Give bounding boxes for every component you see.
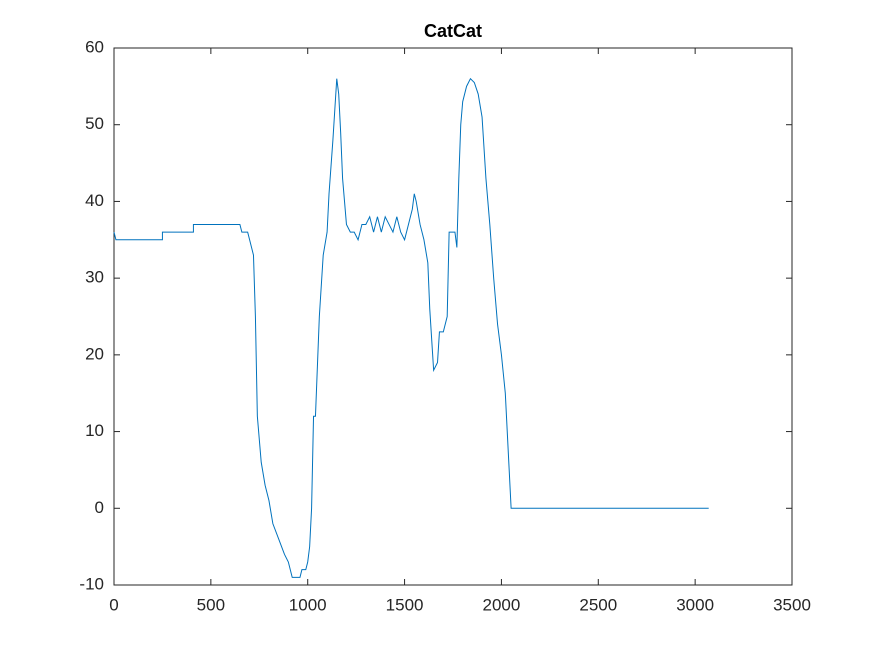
y-tick-label: 60	[85, 37, 104, 56]
x-tick-label: 3500	[773, 595, 811, 614]
x-tick-label: 1500	[386, 595, 424, 614]
y-tick-label: 40	[85, 191, 104, 210]
x-tick-label: 500	[197, 595, 225, 614]
chart-title: CatCat	[424, 21, 482, 41]
data-line	[113, 77, 709, 578]
x-tick-label: 2000	[483, 595, 521, 614]
y-tick-label: 30	[85, 268, 104, 287]
y-tick-label: 0	[95, 498, 104, 517]
x-tick-label: 0	[109, 595, 118, 614]
y-tick-label: 10	[85, 421, 104, 440]
x-tick-label: 2500	[579, 595, 617, 614]
y-tick-label: 50	[85, 114, 104, 133]
plot-area	[113, 47, 793, 586]
x-tick-label: 3000	[676, 595, 714, 614]
y-tick-label: -10	[79, 574, 104, 593]
y-tick-label: 20	[85, 344, 104, 363]
x-tick-label: 1000	[289, 595, 327, 614]
